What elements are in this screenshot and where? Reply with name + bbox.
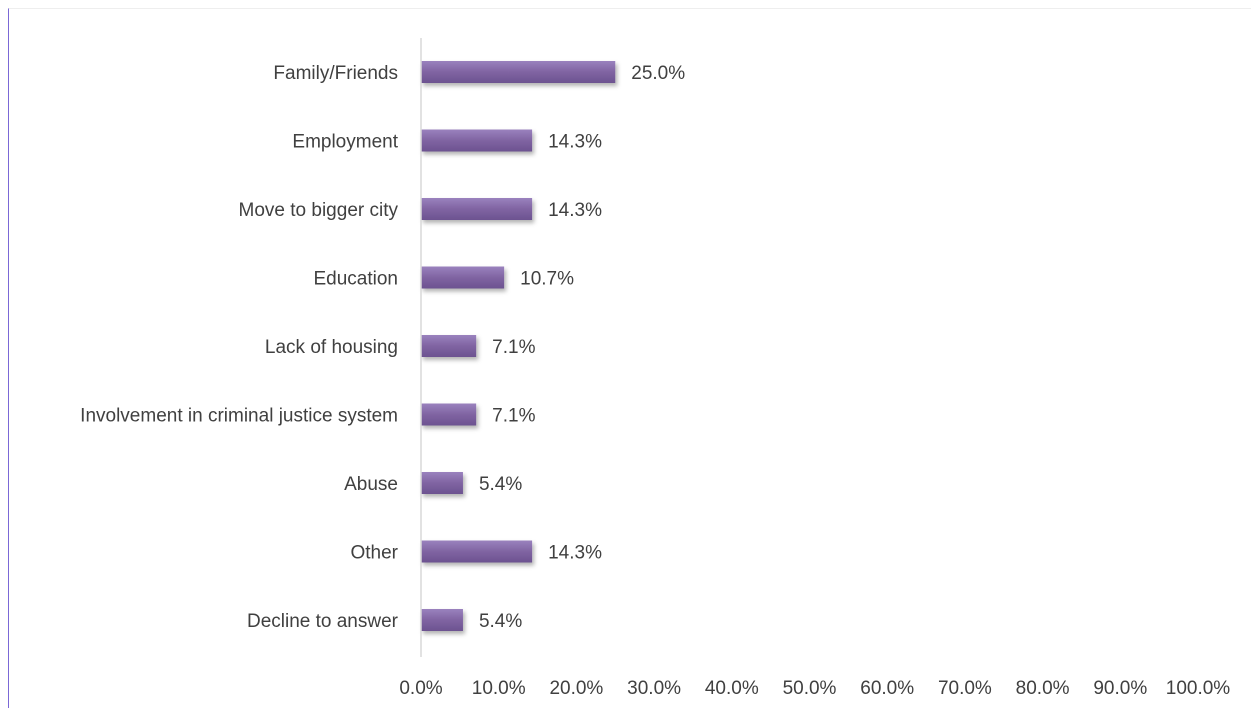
x-tick-label: 40.0%	[705, 678, 759, 699]
data-label: 10.7%	[520, 269, 574, 290]
category-label: Other	[350, 543, 398, 564]
data-label: 14.3%	[548, 543, 602, 564]
category-label: Move to bigger city	[239, 200, 399, 221]
bar	[421, 266, 505, 289]
x-tick-label: 0.0%	[399, 678, 442, 699]
x-tick-label: 80.0%	[1016, 678, 1070, 699]
data-label: 5.4%	[479, 474, 522, 495]
data-label: 7.1%	[492, 406, 535, 427]
bar	[421, 61, 616, 83]
bar	[421, 335, 477, 357]
x-tick-label: 30.0%	[627, 678, 681, 699]
category-label: Employment	[292, 132, 398, 153]
data-label: 25.0%	[631, 63, 685, 84]
category-label: Involvement in criminal justice system	[80, 406, 398, 427]
x-tick-label: 60.0%	[860, 678, 914, 699]
bar	[421, 403, 477, 426]
bar	[421, 129, 533, 152]
x-tick-label: 10.0%	[472, 678, 526, 699]
data-labels-group: 25.0% 14.3% 14.3% 10.7% 7.1% 7.1% 5.4% 14.3% 5.4…	[479, 63, 685, 632]
category-labels-group: Family/Friends Employment Move to bigger c…	[80, 63, 399, 632]
category-label: Family/Friends	[273, 63, 398, 84]
x-tick-label: 100.0%	[1166, 678, 1231, 699]
bars-group	[421, 61, 616, 631]
x-axis-tick-labels-group: 0.0% 10.0% 20.0% 30.0% 40.0% 50.0% 60.0% 70.0% 8…	[399, 678, 1230, 699]
bar	[421, 198, 533, 220]
bar	[421, 472, 463, 494]
category-label: Lack of housing	[265, 337, 398, 358]
x-tick-label: 50.0%	[783, 678, 837, 699]
x-tick-label: 20.0%	[549, 678, 603, 699]
data-label: 7.1%	[492, 337, 535, 358]
category-label: Abuse	[344, 474, 398, 495]
bar	[421, 609, 463, 631]
data-label: 5.4%	[479, 611, 522, 632]
category-label: Decline to answer	[247, 611, 399, 632]
data-label: 14.3%	[548, 200, 602, 221]
bar	[421, 540, 533, 563]
x-tick-label: 70.0%	[938, 678, 992, 699]
x-tick-label: 90.0%	[1093, 678, 1147, 699]
data-label: 14.3%	[548, 132, 602, 153]
category-label: Education	[313, 269, 398, 290]
chart-frame	[8, 8, 1251, 708]
